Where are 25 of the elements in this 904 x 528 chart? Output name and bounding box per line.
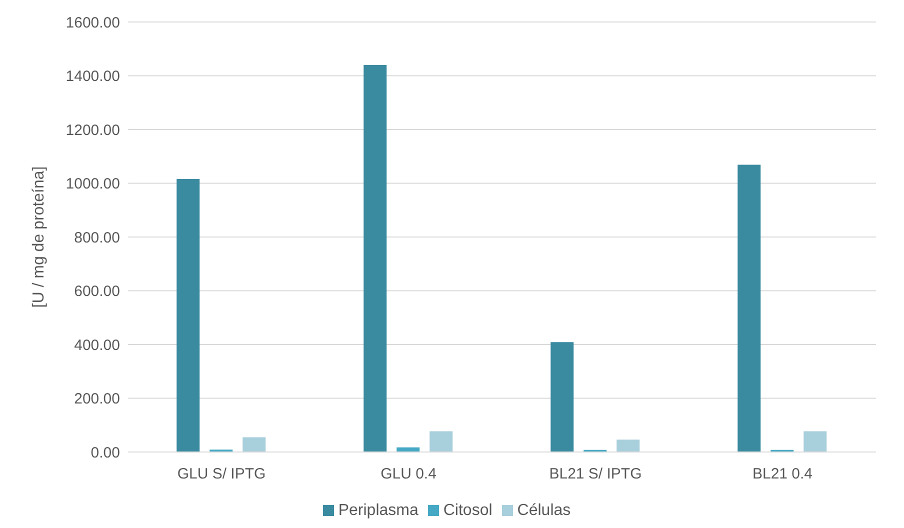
legend-label: Periplasma [338, 502, 418, 519]
x-tick-label: GLU 0.4 [380, 466, 436, 483]
x-tick-label: GLU S/ IPTG [177, 466, 266, 483]
legend-label: Células [517, 502, 571, 519]
bar [804, 431, 827, 452]
bar [242, 437, 266, 452]
y-tick-label: 800.00 [74, 229, 120, 246]
y-tick-label: 400.00 [74, 336, 120, 354]
x-tick-label: BL21 S/ IPTG [549, 466, 642, 483]
y-tick-label: 1000.00 [66, 176, 120, 193]
y-tick-label: 0.00 [90, 444, 120, 462]
y-tick-label: 1200.00 [66, 122, 120, 139]
y-tick-label: 200.00 [74, 390, 120, 408]
y-tick-label: 1400.00 [66, 68, 120, 86]
bar [550, 342, 574, 452]
bar [364, 65, 387, 452]
bar [176, 178, 200, 452]
legend-label: Citosol [443, 502, 492, 519]
y-axis-title: [U / mg de proteína] [30, 166, 48, 308]
y-tick-label: 1600.00 [66, 14, 120, 32]
x-tick-label: BL21 0.4 [752, 466, 813, 483]
bar [738, 164, 761, 452]
bar [430, 431, 453, 452]
y-tick-label: 600.00 [74, 283, 120, 300]
bar [616, 440, 640, 452]
